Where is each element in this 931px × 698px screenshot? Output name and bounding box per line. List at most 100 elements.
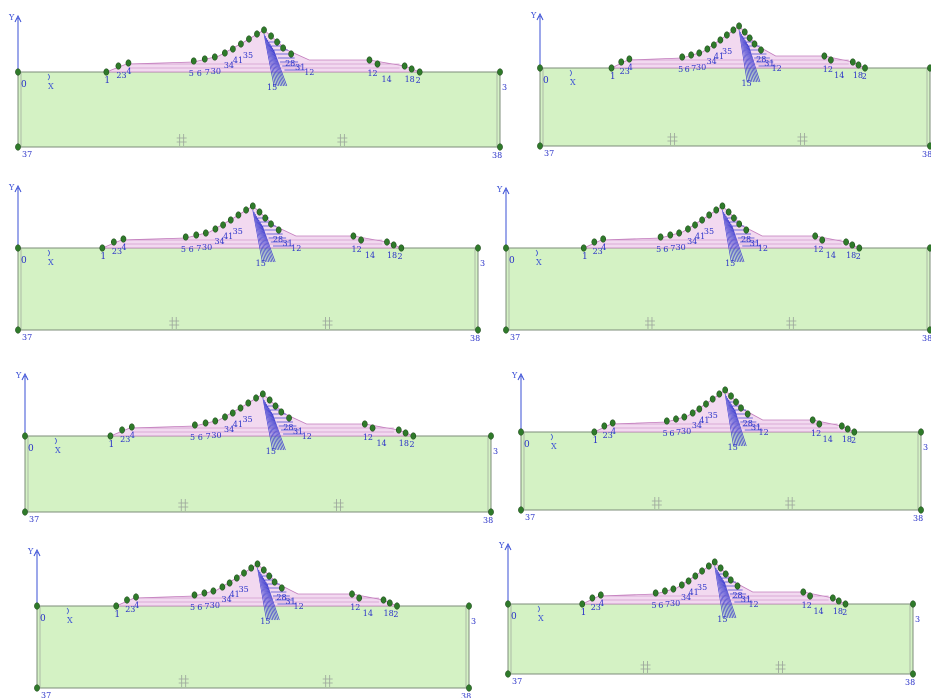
- mesh-node: [230, 45, 236, 53]
- node-label: 14: [365, 251, 375, 260]
- x-axis-label: X: [538, 614, 544, 623]
- mesh-node: [821, 52, 828, 60]
- node-label: 34: [224, 425, 234, 434]
- mesh-node: [488, 508, 494, 516]
- mesh-node: [245, 399, 252, 407]
- node-label: 14: [834, 71, 844, 80]
- mesh-node: [705, 562, 712, 570]
- mesh-node: [497, 68, 503, 76]
- fixity-marker: [775, 661, 786, 673]
- node-label: 14: [823, 435, 833, 444]
- mesh-node: [219, 583, 226, 591]
- mesh-line: [252, 209, 263, 263]
- node-label: 5: [189, 69, 194, 78]
- node-label: 41: [230, 590, 240, 599]
- embankment: [106, 29, 420, 73]
- mesh-line: [272, 413, 286, 451]
- x-axis-label: X: [48, 82, 54, 91]
- node-label: 15: [717, 615, 727, 624]
- node-label: 34: [707, 57, 717, 66]
- node-label: 38: [483, 516, 493, 525]
- mesh-line: [745, 41, 758, 83]
- mesh-node: [758, 46, 764, 54]
- x-axis-marker: [66, 607, 69, 615]
- node-label: 23: [112, 247, 122, 256]
- mesh-line: [719, 573, 730, 619]
- mesh-node: [113, 602, 120, 610]
- x-axis-marker: [569, 69, 572, 77]
- node-label: 14: [376, 439, 386, 448]
- mesh-node: [681, 413, 688, 421]
- mesh-node: [15, 326, 21, 334]
- node-label: 4: [126, 67, 131, 76]
- node-label: 5: [190, 603, 195, 612]
- fixity-marker: [322, 317, 333, 329]
- x-axis-label: X: [48, 258, 54, 267]
- mesh-line: [722, 209, 732, 263]
- node-label: 18: [842, 435, 852, 444]
- node-label: 1: [114, 610, 120, 620]
- fixity-marker: [333, 499, 344, 511]
- embankment: [582, 561, 846, 605]
- node-label: 23: [116, 71, 126, 80]
- mesh-node: [927, 142, 931, 150]
- node-label: 41: [233, 56, 243, 65]
- mesh-line: [744, 39, 756, 83]
- node-label: 3: [502, 83, 507, 92]
- node-label: 6: [198, 433, 203, 442]
- mesh-node: [728, 392, 734, 400]
- mesh-node: [518, 428, 524, 436]
- mesh-node: [679, 53, 686, 61]
- node-label: 18: [405, 75, 415, 84]
- mesh-node: [713, 206, 720, 214]
- soil-layer: [24, 435, 492, 513]
- node-label: 31: [741, 595, 751, 604]
- x-axis-label: X: [570, 78, 576, 87]
- mesh-node: [663, 417, 670, 425]
- node-label: 38: [922, 334, 931, 343]
- mesh-node: [34, 602, 40, 610]
- mesh-node: [657, 233, 664, 241]
- node-label: 15: [267, 83, 277, 92]
- node-label: 2: [416, 76, 421, 85]
- mesh-node: [692, 221, 698, 229]
- node-label: 38: [913, 514, 923, 523]
- mesh-node: [401, 62, 408, 70]
- node-label: 12: [367, 69, 377, 78]
- node-label: 12: [363, 433, 373, 442]
- mesh-node: [202, 419, 209, 427]
- mesh-node: [394, 602, 400, 610]
- node-label: 4: [599, 599, 604, 608]
- node-label: 1: [610, 72, 616, 82]
- mesh-line: [266, 403, 278, 451]
- node-label: 3: [471, 617, 476, 626]
- node-label: 34: [222, 595, 232, 604]
- mesh-node: [746, 34, 753, 42]
- node-label: 41: [223, 232, 233, 241]
- mesh-line: [267, 39, 280, 87]
- mesh-node: [268, 32, 274, 40]
- x-axis-marker: [47, 73, 50, 81]
- mesh-node: [475, 244, 481, 252]
- node-label: 30: [202, 243, 212, 252]
- node-label: 37: [510, 333, 520, 342]
- fixity-marker: [640, 661, 651, 673]
- mesh-node: [386, 599, 393, 607]
- mesh-node: [537, 64, 543, 72]
- x-axis-label: X: [55, 446, 61, 455]
- embankment: [102, 205, 402, 249]
- mesh-node: [222, 413, 228, 421]
- mesh-node: [249, 202, 256, 210]
- mesh-node: [246, 35, 252, 43]
- mesh-line: [728, 399, 739, 447]
- mesh-line: [730, 223, 743, 263]
- mesh-node: [233, 574, 240, 582]
- node-label: 4: [601, 243, 606, 252]
- mesh-line: [260, 223, 274, 263]
- mesh-node: [711, 558, 718, 566]
- y-axis-label: Y: [496, 185, 503, 194]
- mesh-line: [724, 393, 734, 447]
- mesh-node: [253, 394, 259, 402]
